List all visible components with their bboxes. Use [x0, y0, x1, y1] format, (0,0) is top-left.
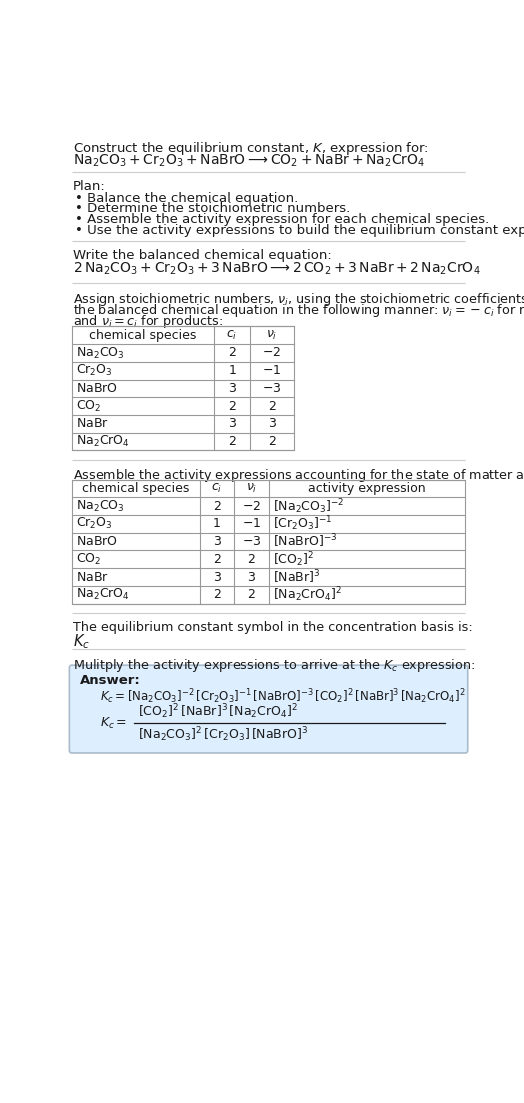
Text: Answer:: Answer: — [80, 674, 140, 687]
Text: $\mathrm{Cr_2O_3}$: $\mathrm{Cr_2O_3}$ — [77, 516, 113, 532]
FancyBboxPatch shape — [69, 665, 468, 753]
Text: chemical species: chemical species — [89, 329, 196, 342]
Text: $\nu_i$: $\nu_i$ — [246, 482, 257, 495]
Text: $2\,\mathrm{Na_2CO_3 + Cr_2O_3 + 3\,NaBrO \longrightarrow 2\,CO_2 + 3\,NaBr + 2\: $2\,\mathrm{Na_2CO_3 + Cr_2O_3 + 3\,NaBr… — [73, 260, 481, 277]
Text: $\mathrm{NaBr}$: $\mathrm{NaBr}$ — [77, 417, 109, 430]
Text: 3: 3 — [213, 570, 221, 583]
Text: $[\mathrm{Cr_2O_3}]^{-1}$: $[\mathrm{Cr_2O_3}]^{-1}$ — [273, 515, 333, 533]
Text: $\mathrm{NaBrO}$: $\mathrm{NaBrO}$ — [77, 535, 118, 548]
Text: $-3$: $-3$ — [242, 535, 261, 548]
Text: $K_c = [\mathrm{Na_2CO_3}]^{-2}\,[\mathrm{Cr_2O_3}]^{-1}\,[\mathrm{NaBrO}]^{-3}\: $K_c = [\mathrm{Na_2CO_3}]^{-2}\,[\mathr… — [100, 687, 465, 706]
Text: Plan:: Plan: — [73, 180, 106, 193]
Text: $c_i$: $c_i$ — [226, 329, 238, 342]
Text: chemical species: chemical species — [82, 482, 189, 495]
Text: 2: 2 — [268, 435, 276, 448]
Text: 1: 1 — [228, 364, 236, 377]
Text: • Determine the stoichiometric numbers.: • Determine the stoichiometric numbers. — [75, 203, 350, 215]
Text: • Use the activity expressions to build the equilibrium constant expression.: • Use the activity expressions to build … — [75, 224, 524, 237]
Text: 2: 2 — [213, 588, 221, 601]
Text: The equilibrium constant symbol in the concentration basis is:: The equilibrium constant symbol in the c… — [73, 621, 473, 633]
Text: and $\nu_i = c_i$ for products:: and $\nu_i = c_i$ for products: — [73, 312, 223, 330]
Text: activity expression: activity expression — [308, 482, 426, 495]
Text: $\nu_i$: $\nu_i$ — [266, 329, 278, 342]
Text: 1: 1 — [213, 517, 221, 531]
Text: $[\mathrm{NaBrO}]^{-3}$: $[\mathrm{NaBrO}]^{-3}$ — [273, 533, 338, 550]
Text: $\mathrm{NaBr}$: $\mathrm{NaBr}$ — [77, 570, 109, 583]
Text: $[\mathrm{Na_2CO_3}]^{-2}$: $[\mathrm{Na_2CO_3}]^{-2}$ — [273, 496, 345, 515]
Text: $[\mathrm{CO_2}]^2\,[\mathrm{NaBr}]^3\,[\mathrm{Na_2CrO_4}]^2$: $[\mathrm{CO_2}]^2\,[\mathrm{NaBr}]^3\,[… — [138, 702, 299, 720]
Text: $K_c$: $K_c$ — [73, 632, 90, 651]
Text: $\mathrm{Na_2CrO_4}$: $\mathrm{Na_2CrO_4}$ — [77, 587, 130, 602]
Text: 3: 3 — [247, 570, 255, 583]
Bar — [72, 480, 465, 603]
Text: 3: 3 — [268, 417, 276, 430]
Text: $\mathrm{Na_2CrO_4}$: $\mathrm{Na_2CrO_4}$ — [77, 433, 130, 449]
Text: Assemble the activity expressions accounting for the state of matter and $\nu_i$: Assemble the activity expressions accoun… — [73, 468, 524, 484]
Text: • Balance the chemical equation.: • Balance the chemical equation. — [75, 192, 298, 205]
Text: $[\mathrm{CO_2}]^2$: $[\mathrm{CO_2}]^2$ — [273, 550, 314, 569]
Text: Write the balanced chemical equation:: Write the balanced chemical equation: — [73, 248, 332, 261]
Text: $[\mathrm{NaBr}]^3$: $[\mathrm{NaBr}]^3$ — [273, 568, 321, 586]
Text: $\mathrm{Na_2CO_3 + Cr_2O_3 + NaBrO \longrightarrow CO_2 + NaBr + Na_2CrO_4}$: $\mathrm{Na_2CO_3 + Cr_2O_3 + NaBrO \lon… — [73, 152, 425, 169]
Text: 3: 3 — [228, 382, 236, 395]
Bar — [72, 326, 294, 450]
Text: $[\mathrm{Na_2CO_3}]^2\,[\mathrm{Cr_2O_3}]\,[\mathrm{NaBrO}]^3$: $[\mathrm{Na_2CO_3}]^2\,[\mathrm{Cr_2O_3… — [138, 726, 309, 743]
Text: $\mathrm{Na_2CO_3}$: $\mathrm{Na_2CO_3}$ — [77, 345, 125, 361]
Text: • Assemble the activity expression for each chemical species.: • Assemble the activity expression for e… — [75, 213, 489, 226]
Text: $-1$: $-1$ — [242, 517, 261, 531]
Text: $c_i$: $c_i$ — [211, 482, 223, 495]
Text: 2: 2 — [228, 346, 236, 360]
Text: $\mathrm{NaBrO}$: $\mathrm{NaBrO}$ — [77, 382, 118, 395]
Text: 2: 2 — [247, 553, 255, 566]
Text: 3: 3 — [228, 417, 236, 430]
Text: 3: 3 — [213, 535, 221, 548]
Text: Construct the equilibrium constant, $K$, expression for:: Construct the equilibrium constant, $K$,… — [73, 140, 429, 157]
Text: $K_c = $: $K_c = $ — [100, 716, 127, 730]
Text: Assign stoichiometric numbers, $\nu_i$, using the stoichiometric coefficients, $: Assign stoichiometric numbers, $\nu_i$, … — [73, 291, 524, 308]
Text: 2: 2 — [228, 435, 236, 448]
Text: $-3$: $-3$ — [263, 382, 282, 395]
Text: 2: 2 — [268, 399, 276, 413]
Text: $-2$: $-2$ — [242, 500, 261, 513]
Text: 2: 2 — [213, 500, 221, 513]
Text: 2: 2 — [213, 553, 221, 566]
Text: 2: 2 — [247, 588, 255, 601]
Text: the balanced chemical equation in the following manner: $\nu_i = -c_i$ for react: the balanced chemical equation in the fo… — [73, 302, 524, 319]
Text: $\mathrm{Na_2CO_3}$: $\mathrm{Na_2CO_3}$ — [77, 499, 125, 514]
Text: 2: 2 — [228, 399, 236, 413]
Text: $\mathrm{Cr_2O_3}$: $\mathrm{Cr_2O_3}$ — [77, 363, 113, 378]
Text: $-2$: $-2$ — [263, 346, 281, 360]
Text: $\mathrm{CO_2}$: $\mathrm{CO_2}$ — [77, 552, 102, 567]
Text: Mulitply the activity expressions to arrive at the $K_c$ expression:: Mulitply the activity expressions to arr… — [73, 656, 475, 674]
Text: $\mathrm{CO_2}$: $\mathrm{CO_2}$ — [77, 398, 102, 414]
Text: $-1$: $-1$ — [263, 364, 281, 377]
Text: $[\mathrm{Na_2CrO_4}]^2$: $[\mathrm{Na_2CrO_4}]^2$ — [273, 586, 343, 604]
